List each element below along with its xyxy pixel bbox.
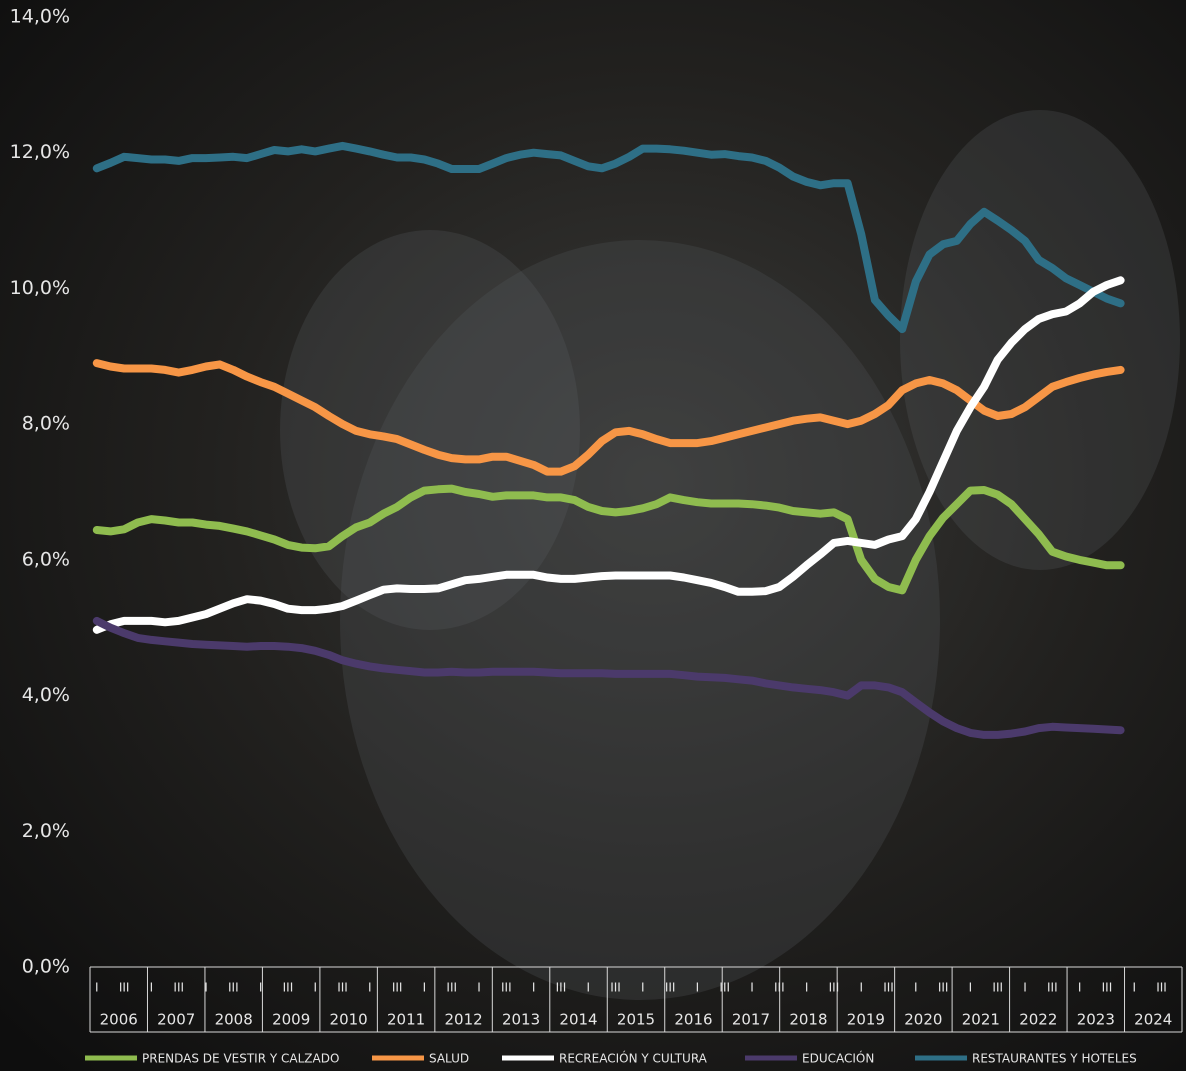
x-tick-label: I [914,981,918,995]
x-tick-label: III [1156,981,1167,995]
x-tick-label: I [750,981,754,995]
x-tick-label: I [1023,981,1027,995]
background-figure [280,230,580,630]
x-tick-label: I [313,981,317,995]
x-group-label: 2010 [330,1011,368,1029]
x-tick-label: I [805,981,809,995]
x-tick-label: III [719,981,730,995]
x-tick-label: I [204,981,208,995]
x-tick-label: III [829,981,840,995]
x-group-label: 2021 [962,1011,1000,1029]
x-tick-label: III [610,981,621,995]
y-tick-label: 8,0% [22,413,70,435]
background-figure [900,110,1180,570]
x-tick-label: I [696,981,700,995]
x-tick-label: III [1102,981,1113,995]
x-group-label: 2014 [559,1011,597,1029]
x-tick-label: I [859,981,863,995]
x-tick-label: I [368,981,372,995]
x-tick-label: I [423,981,427,995]
x-group-label: 2007 [157,1011,195,1029]
legend-label: RECREACIÓN Y CULTURA [559,1051,708,1066]
legend-label: EDUCACIÓN [802,1051,874,1066]
x-tick-label: III [173,981,184,995]
x-group-label: 2011 [387,1011,425,1029]
y-tick-label: 0,0% [22,956,70,978]
legend-label: RESTAURANTES Y HOTELES [972,1052,1137,1066]
x-group-label: 2009 [272,1011,310,1029]
x-tick-label: I [532,981,536,995]
x-tick-label: III [774,981,785,995]
legend-label: SALUD [429,1052,469,1066]
y-tick-label: 4,0% [22,684,70,706]
x-tick-label: III [1047,981,1058,995]
x-tick-label: I [150,981,154,995]
x-tick-label: III [665,981,676,995]
x-group-label: 2006 [100,1011,138,1029]
x-group-label: 2016 [674,1011,712,1029]
x-tick-label: I [95,981,99,995]
y-tick-label: 2,0% [22,820,70,842]
x-group-label: 2013 [502,1011,540,1029]
x-tick-label: I [586,981,590,995]
x-tick-label: III [228,981,239,995]
y-tick-label: 10,0% [10,277,70,299]
x-tick-label: I [641,981,645,995]
x-group-label: 2019 [847,1011,885,1029]
x-group-label: 2020 [904,1011,942,1029]
x-tick-label: III [337,981,348,995]
x-tick-label: III [883,981,894,995]
x-tick-label: III [556,981,567,995]
x-tick-label: I [1132,981,1136,995]
x-tick-label: III [992,981,1003,995]
x-group-label: 2022 [1019,1011,1057,1029]
x-tick-label: I [969,981,973,995]
x-group-label: 2015 [617,1011,655,1029]
x-tick-label: III [501,981,512,995]
x-tick-label: III [119,981,130,995]
y-tick-label: 14,0% [10,6,70,28]
x-group-label: 2008 [215,1011,253,1029]
page: 0,0% 2,0% 4,0% 6,0% 8,0% 10,0% 12,0% 14,0% 2006 2… [0,0,1186,1071]
x-group-label: 2017 [732,1011,770,1029]
legend-label: PRENDAS DE VESTIR Y CALZADO [142,1052,339,1066]
x-group-label: 2012 [444,1011,482,1029]
y-tick-label: 12,0% [10,141,70,163]
x-group-label: 2018 [789,1011,827,1029]
x-tick-label: I [1078,981,1082,995]
x-tick-label: I [259,981,263,995]
x-tick-label: I [477,981,481,995]
x-tick-label: III [446,981,457,995]
x-group-label: 2024 [1134,1011,1172,1029]
chart: 0,0% 2,0% 4,0% 6,0% 8,0% 10,0% 12,0% 14,0% 2006 2… [0,0,1186,1071]
y-tick-label: 6,0% [22,548,70,570]
x-tick-label: III [283,981,294,995]
x-tick-label: III [938,981,949,995]
x-group-label: 2023 [1077,1011,1115,1029]
x-tick-label: III [392,981,403,995]
